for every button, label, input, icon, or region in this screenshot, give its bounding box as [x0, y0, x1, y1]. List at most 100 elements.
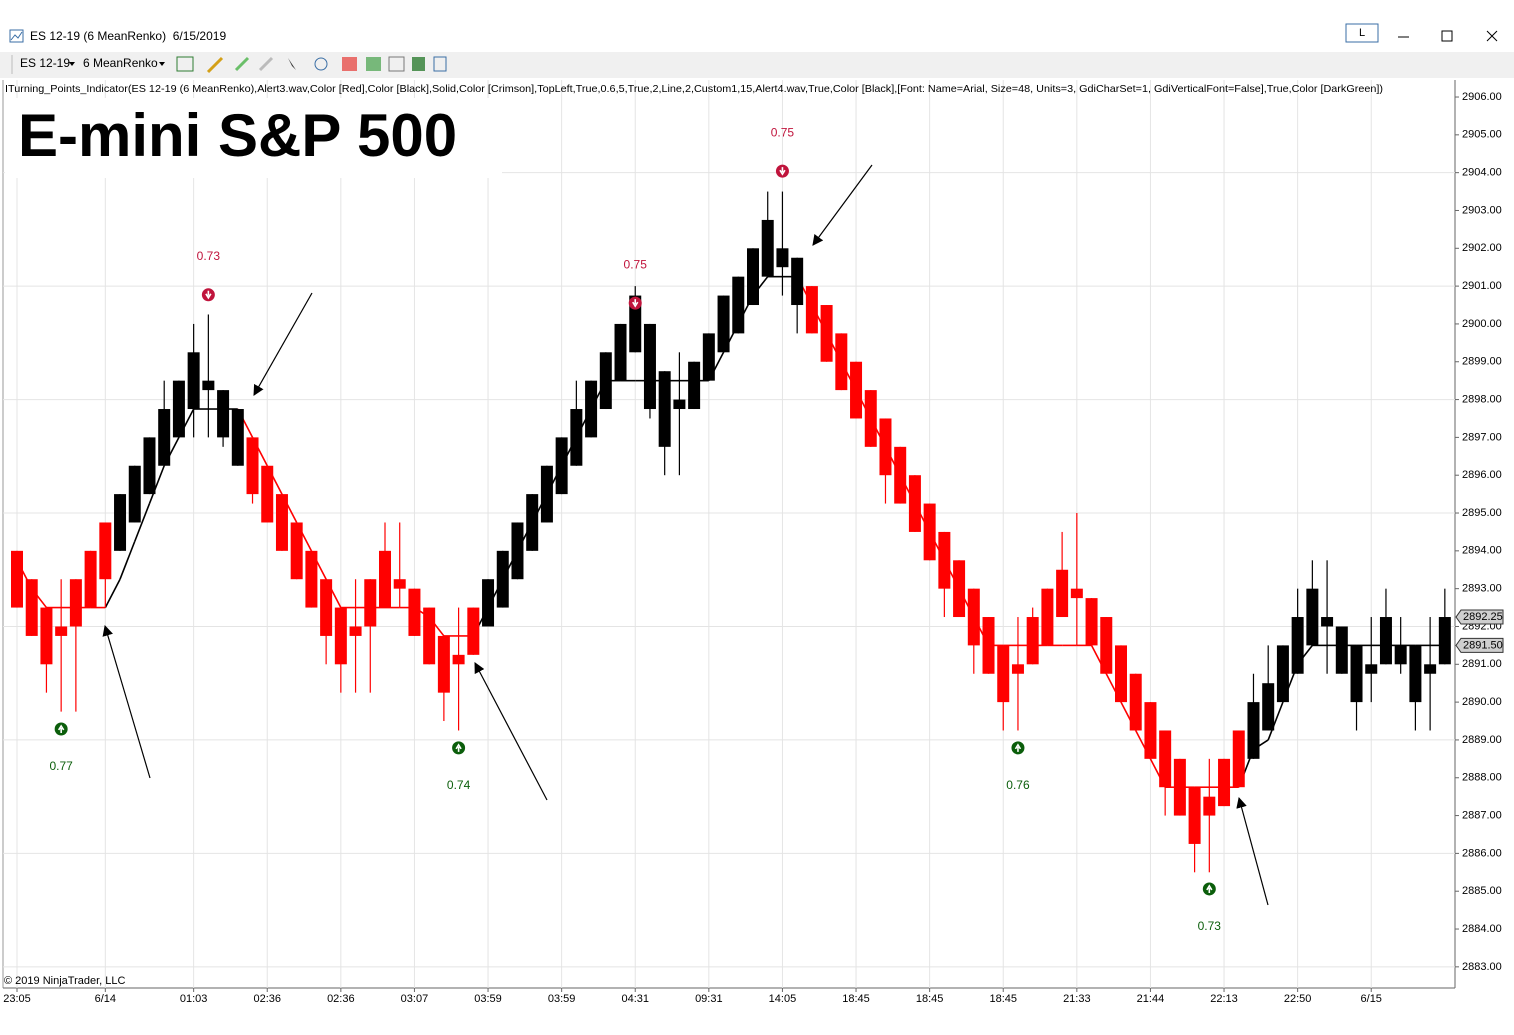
candle-body — [187, 352, 200, 410]
link-button-label[interactable]: L — [1359, 27, 1365, 39]
strategies-button[interactable] — [388, 56, 405, 72]
y-tick-label: 2889.00 — [1462, 734, 1502, 746]
signal-label: 0.76 — [1006, 778, 1030, 792]
candle-body — [320, 579, 333, 636]
candle-body — [614, 323, 627, 381]
candle-body — [128, 465, 141, 523]
arrow — [253, 292, 313, 396]
candle-body — [1129, 673, 1142, 731]
candle-body — [747, 248, 759, 306]
candle-body — [658, 371, 671, 447]
candle-body — [688, 361, 701, 410]
candle-body — [69, 579, 82, 627]
zoom-button[interactable] — [314, 57, 328, 71]
instrument-selector[interactable]: ES 12-19 — [20, 56, 70, 70]
trail-segment — [134, 503, 151, 542]
chart-style-button[interactable] — [176, 56, 194, 72]
candle-body — [967, 588, 980, 646]
candle-body — [835, 333, 848, 391]
x-tick-label: 01:03 — [180, 993, 208, 1005]
candle-body — [305, 550, 318, 608]
arrow — [812, 164, 873, 246]
x-tick-label: 18:45 — [916, 993, 944, 1005]
cursor-button[interactable] — [288, 58, 296, 70]
candle-body — [217, 390, 230, 438]
y-tick-label: 2890.00 — [1462, 696, 1502, 708]
candle-body — [379, 550, 391, 608]
y-tick-label: 2903.00 — [1462, 204, 1502, 216]
candle-body — [629, 295, 642, 353]
candle-body — [1115, 645, 1127, 703]
pin-button[interactable] — [234, 56, 250, 72]
bar-button[interactable] — [342, 57, 357, 71]
candle-body — [158, 409, 171, 466]
candle-body — [11, 550, 23, 608]
plot: 0.73 0.75 0.75 0.77 0.74 0.76 0.73 — [11, 125, 1451, 933]
candle-body — [1438, 617, 1451, 665]
y-tick-label: 2902.00 — [1462, 242, 1502, 254]
candle-body — [1041, 588, 1054, 646]
candle-body — [643, 323, 656, 410]
candle-body — [1159, 730, 1172, 788]
close-button[interactable] — [1486, 30, 1498, 42]
x-tick-label: 03:59 — [548, 993, 576, 1005]
y-tick-label: 2905.00 — [1462, 129, 1502, 141]
candle-body — [1085, 598, 1098, 646]
toolbar-icons — [176, 56, 447, 74]
indicators-button[interactable] — [366, 57, 381, 71]
candle-body — [1247, 702, 1260, 759]
x-tick-label: 03:59 — [474, 993, 502, 1005]
candle-body — [437, 635, 450, 693]
signal-arrow — [205, 290, 212, 300]
arrow — [102, 624, 151, 779]
candle-body — [1306, 588, 1319, 646]
link-button[interactable] — [1345, 23, 1379, 43]
y-tick-label: 2895.00 — [1462, 507, 1502, 519]
trail-segment — [104, 578, 121, 608]
drawing-tool-button[interactable] — [206, 56, 224, 74]
dropdown-arrow — [159, 62, 165, 66]
candle-body — [938, 531, 951, 589]
properties-button[interactable] — [433, 56, 447, 72]
candle-body — [908, 475, 921, 532]
maximize-button[interactable] — [1441, 30, 1453, 42]
candle-body — [570, 409, 583, 466]
candle-body — [172, 380, 185, 438]
x-tick-label: 6/14 — [95, 993, 116, 1005]
bar-type-selector[interactable]: 6 MeanRenko — [83, 56, 158, 70]
signal-arrow — [455, 743, 462, 752]
candle-body — [1011, 664, 1024, 674]
candle-body — [673, 399, 686, 410]
chart-panel — [0, 78, 1514, 1035]
toolbar — [0, 52, 1514, 78]
candle-body — [732, 276, 745, 334]
candle-body — [1203, 796, 1216, 816]
candle-body — [40, 607, 53, 665]
candle-body — [1100, 617, 1113, 674]
title-bar — [0, 0, 1514, 52]
candle-body — [1321, 617, 1334, 627]
y-tick-label: 2901.00 — [1462, 280, 1502, 292]
candle-body — [1218, 758, 1231, 807]
candle-body — [55, 626, 68, 636]
candle-body — [526, 494, 539, 551]
axes: 2883.00 2884.00 2885.00 2886.00 2887.00 2888.… — [3, 91, 1504, 1005]
candle-body — [349, 626, 362, 636]
pin-disabled-button[interactable] — [258, 56, 274, 72]
price-marker-label: 2891.50 — [1463, 639, 1503, 651]
candle-body — [1335, 626, 1348, 674]
candle-body — [275, 494, 288, 551]
candle-body — [1173, 758, 1186, 816]
signal-label: 0.75 — [624, 257, 648, 271]
candle-body — [482, 579, 495, 627]
candle-body — [953, 560, 966, 618]
candle-body — [202, 380, 215, 391]
candle-body — [1188, 787, 1201, 844]
copyright: © 2019 NinjaTrader, LLC — [4, 975, 125, 987]
x-tick-label: 23:05 — [3, 993, 31, 1005]
trade-button[interactable] — [412, 57, 425, 71]
candle-body — [364, 579, 377, 627]
signal-arrow — [632, 299, 639, 308]
candle-body — [805, 286, 818, 334]
signal-label: 0.74 — [447, 778, 471, 792]
